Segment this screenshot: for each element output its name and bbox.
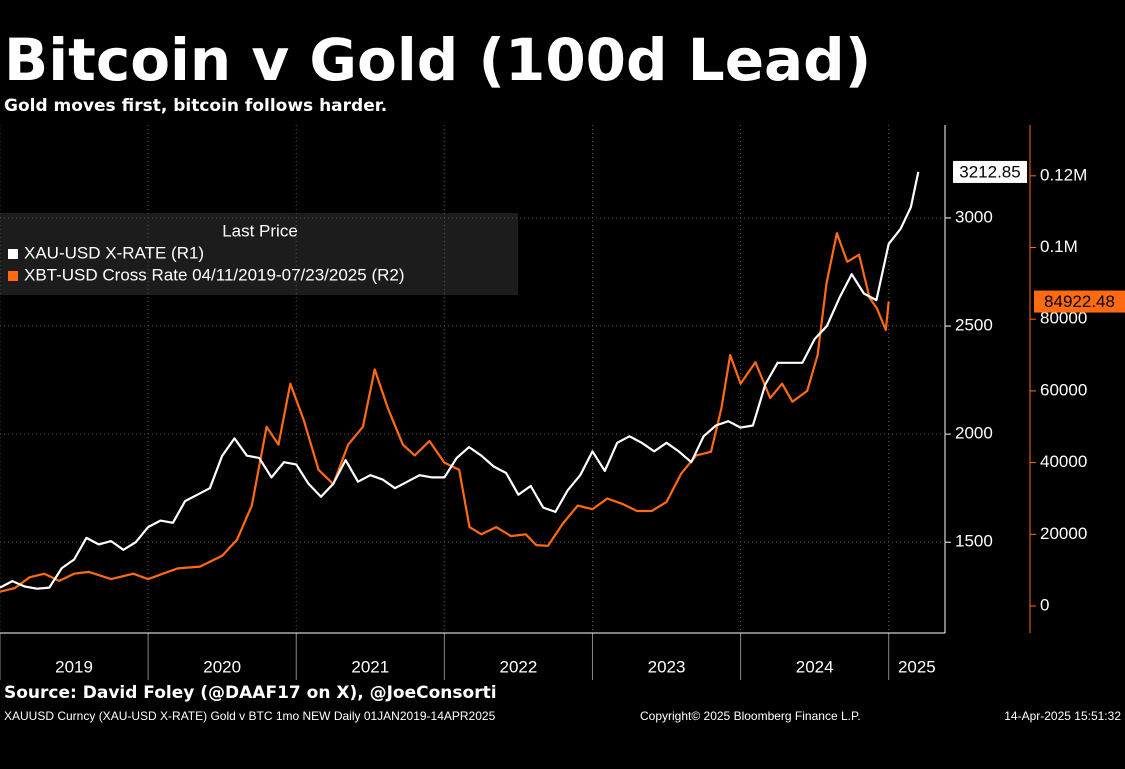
legend-title: Last Price bbox=[222, 221, 298, 240]
last-value-label: 84922.48 bbox=[1044, 292, 1115, 311]
last-value-box bbox=[1034, 290, 1125, 313]
y2-tick-label: 60000 bbox=[1040, 380, 1087, 399]
footer-left: XAUUSD Curncy (XAU-USD X-RATE) Gold v BT… bbox=[4, 709, 496, 723]
y-tick-label: 3000 bbox=[955, 207, 993, 226]
legend-swatch bbox=[8, 249, 18, 259]
y2-tick-label: 80000 bbox=[1040, 309, 1087, 328]
x-tick-label: 2021 bbox=[351, 657, 389, 676]
footer-right: 14-Apr-2025 15:51:32 bbox=[1004, 709, 1121, 723]
y-tick-label: 2000 bbox=[955, 424, 993, 443]
series-line bbox=[0, 171, 920, 590]
legend-swatch bbox=[8, 271, 18, 281]
x-tick-label: 2022 bbox=[500, 657, 538, 676]
y2-tick-label: 40000 bbox=[1040, 452, 1087, 471]
x-tick-label: 2023 bbox=[648, 657, 686, 676]
y2-tick-label: 0.1M bbox=[1040, 237, 1078, 256]
y-tick-label: 1500 bbox=[955, 532, 993, 551]
x-tick-label: 2019 bbox=[55, 657, 93, 676]
last-value-box bbox=[953, 160, 1027, 183]
footer-center: Copyright© 2025 Bloomberg Finance L.P. bbox=[640, 709, 861, 723]
chart-subtitle: Gold moves first, bitcoin follows harder… bbox=[4, 96, 387, 116]
x-tick-label: 2024 bbox=[796, 657, 834, 676]
legend-label: XBT-USD Cross Rate 04/11/2019-07/23/2025… bbox=[24, 265, 405, 284]
y2-tick-label: 20000 bbox=[1040, 524, 1087, 543]
last-value-label: 3212.85 bbox=[959, 162, 1020, 181]
y2-tick-label: 0 bbox=[1040, 595, 1049, 614]
y2-tick-label: 0.12M bbox=[1040, 165, 1087, 184]
legend-box bbox=[0, 213, 518, 295]
y-tick-label: 2500 bbox=[955, 316, 993, 335]
x-tick-label: 2025 bbox=[898, 657, 936, 676]
series-line bbox=[0, 232, 890, 593]
chart-title: Bitcoin v Gold (100d Lead) bbox=[4, 26, 871, 94]
x-tick-label: 2020 bbox=[203, 657, 241, 676]
source: Source: David Foley (@DAAF17 on X), @Joe… bbox=[4, 683, 497, 703]
legend-label: XAU-USD X-RATE (R1) bbox=[24, 243, 204, 262]
